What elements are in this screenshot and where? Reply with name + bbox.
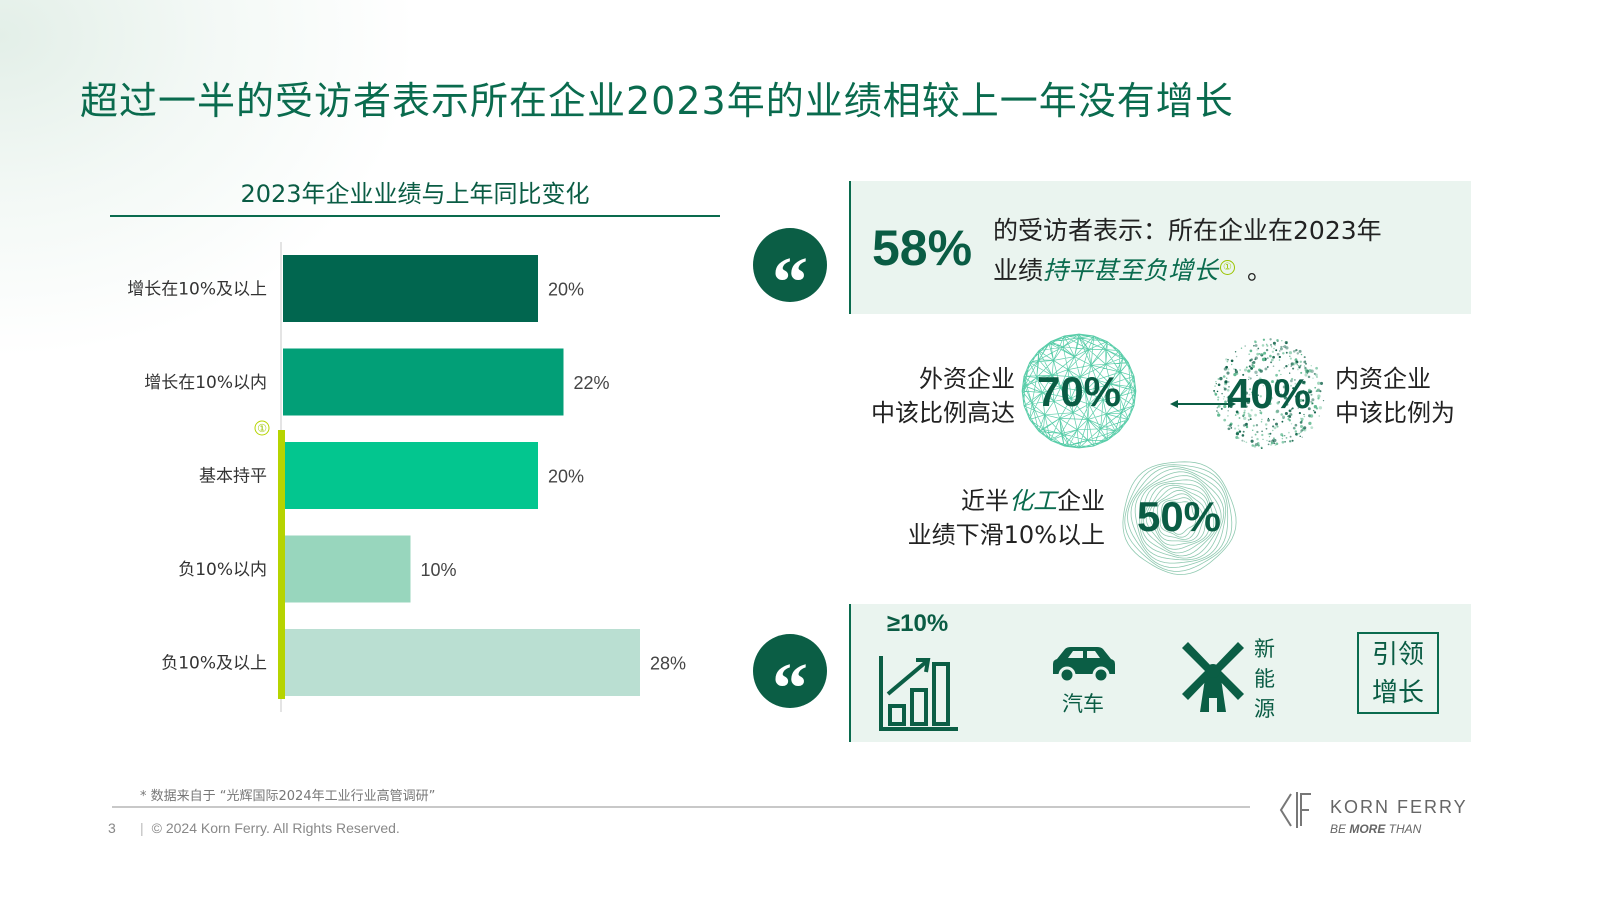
bar-chart-growth-icon — [879, 656, 958, 731]
highlight-panel: 58% 的受访者表示：所在企业在2023年 业绩持平甚至负增长 ① 。 — [849, 181, 1471, 314]
copyright-text: © 2024 Korn Ferry. All Rights Reserved. — [151, 820, 400, 836]
bracket-note-label: ① — [257, 422, 267, 435]
auto-label: 汽车 — [1062, 692, 1104, 716]
category-label-5: 负10%及以上 — [161, 654, 267, 674]
brand-tag-bold: MORE — [1349, 822, 1386, 836]
highlight-line2: 业绩持平甚至负增长 ① 。 — [993, 251, 1463, 291]
energy-label: 新 能 源 — [1254, 634, 1278, 724]
dotted-sphere-graphic — [1213, 338, 1325, 449]
domestic-line2: 中该比例为 — [1335, 399, 1455, 427]
energy-char-1: 新 — [1254, 637, 1275, 661]
bracket-note-circle — [254, 420, 270, 436]
category-label-3: 基本持平 — [199, 467, 267, 487]
lead-line1: 引领 — [1371, 640, 1424, 670]
value-label-3: 20% — [548, 467, 584, 487]
chart-title: 2023年企业业绩与上年同比变化 — [240, 180, 590, 208]
car-icon — [1053, 647, 1115, 684]
value-label-5: 28% — [650, 654, 686, 674]
energy-char-3: 源 — [1254, 697, 1275, 721]
brand-name: KORN FERRY — [1330, 797, 1468, 817]
footnote: * 数据来自于 “光辉国际2024年工业行业高管调研” — [140, 789, 436, 804]
foreign-line1: 外资企业 — [919, 365, 1015, 393]
value-label-4: 10% — [421, 560, 457, 580]
highlight-line2-suffix: 。 — [1239, 256, 1272, 285]
growth-threshold: ≥10% — [887, 610, 949, 637]
bar-5 — [283, 629, 640, 696]
highlight-line1: 的受访者表示：所在企业在2023年 — [993, 216, 1382, 245]
highlight-percent: 58% — [872, 220, 973, 276]
brand-tag-prefix: BE — [1330, 822, 1350, 836]
page-title: 超过一半的受访者表示所在企业2023年的业绩相较上一年没有增长 — [80, 79, 1234, 123]
category-label-4: 负10%以内 — [178, 560, 267, 580]
chemical-prefix: 近半 — [961, 487, 1009, 515]
chemical-line1: 近半化工企业 — [905, 484, 1105, 518]
chemical-line2: 业绩下滑10%以上 — [907, 521, 1105, 549]
chemical-percent: 50% — [1136, 493, 1222, 540]
value-label-2: 22% — [574, 373, 610, 393]
category-label-1: 增长在10%及以上 — [127, 280, 267, 300]
category-label-2: 增长在10%以内 — [144, 373, 267, 393]
chart-title-rule — [110, 215, 720, 217]
bar-1 — [283, 255, 538, 322]
korn-ferry-logo-icon — [1279, 792, 1311, 828]
chemical-emphasis: 化工 — [1009, 487, 1057, 515]
bar-3 — [283, 442, 538, 509]
ripple-rings-graphic — [1122, 461, 1237, 576]
chemical-suffix: 企业 — [1057, 487, 1105, 515]
note-marker: ① — [1220, 259, 1236, 275]
value-label-1: 20% — [548, 280, 584, 300]
bar-chart: 增长在10%及以上 20% 增长在10%以内 22% 基本持平 20% 负10%以内 10% 负… — [127, 242, 686, 712]
domestic-text: 内资企业 中该比例为 — [1335, 362, 1455, 430]
quote-icon-2: “ — [753, 634, 827, 728]
domestic-line1: 内资企业 — [1335, 365, 1431, 393]
foreign-line2: 中该比例高达 — [871, 399, 1015, 427]
foreign-text: 外资企业 中该比例高达 — [858, 362, 1015, 430]
growth-panel — [849, 604, 1471, 742]
footer-rule — [112, 806, 1250, 808]
lead-growth-box: 引领 增长 — [1357, 632, 1439, 714]
brand-tagline: BE MORE THAN — [1330, 822, 1421, 836]
bracket-bar — [278, 430, 285, 699]
network-sphere-graphic — [1021, 333, 1137, 449]
bar-2 — [283, 348, 564, 416]
domestic-percent: 40% — [1226, 370, 1312, 417]
chemical-text: 近半化工企业 业绩下滑10%以上 — [905, 484, 1105, 552]
highlight-line2-prefix: 业绩 — [993, 256, 1044, 285]
highlight-text: 的受访者表示：所在企业在2023年 业绩持平甚至负增长 ① 。 — [993, 211, 1463, 291]
page-number: 3 — [108, 820, 116, 836]
lead-line2: 增长 — [1371, 678, 1424, 708]
quote-icon: “ — [753, 228, 827, 322]
foreign-percent: 70% — [1036, 368, 1122, 415]
brand-tag-suffix: THAN — [1385, 822, 1422, 836]
energy-char-2: 能 — [1254, 667, 1275, 691]
copyright: | © 2024 Korn Ferry. All Rights Reserved. — [140, 820, 400, 836]
highlight-emphasis: 持平甚至负增长 — [1043, 256, 1219, 285]
bar-4 — [283, 535, 411, 603]
windmill-icon — [1182, 642, 1244, 712]
